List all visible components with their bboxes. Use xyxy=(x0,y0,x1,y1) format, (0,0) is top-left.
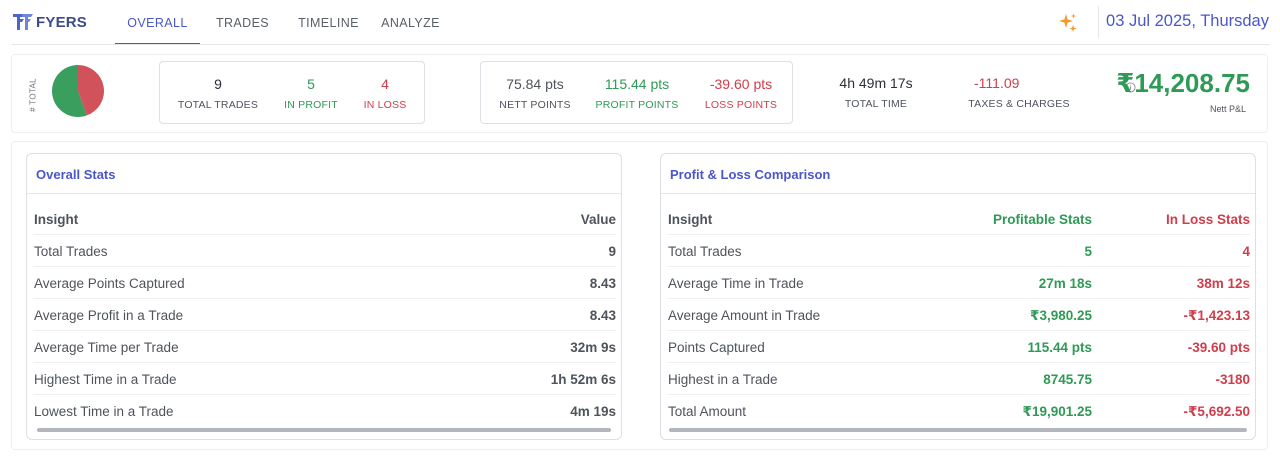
header-divider xyxy=(1098,6,1099,38)
row-loss-value: -₹1,423.13 xyxy=(1183,308,1250,323)
column-value: Value xyxy=(580,212,616,227)
top-bar: FYERS OVERALL TRADES TIMELINE ANALYZE 03… xyxy=(0,0,1280,45)
row-value: 32m 9s xyxy=(570,340,616,355)
table-row: Total Amount ₹19,901.25 -₹5,692.50 xyxy=(667,395,1250,427)
loss-points-value: -39.60 pts xyxy=(709,76,773,92)
table-row: Average Time per Trade 32m 9s xyxy=(33,331,616,363)
row-label: Total Trades xyxy=(34,244,108,259)
main-tabs: OVERALL TRADES TIMELINE ANALYZE xyxy=(115,0,449,45)
table-row: Average Points Captured 8.43 xyxy=(33,267,616,299)
row-value: 9 xyxy=(608,244,616,259)
table-row: Highest Time in a Trade 1h 52m 6s xyxy=(33,363,616,395)
column-insight: Insight xyxy=(34,212,79,227)
tab-overall[interactable]: OVERALL xyxy=(115,0,200,45)
total-time-label: TOTAL TIME xyxy=(844,98,908,110)
row-label: Total Amount xyxy=(668,404,747,419)
summary-strip: # TOTAL 9 TOTAL TRADES 5 IN PROFIT 4 IN … xyxy=(11,54,1268,133)
row-label: Average Amount in Trade xyxy=(668,308,821,323)
nett-points-value: 75.84 pts xyxy=(506,76,564,92)
row-label: Average Time per Trade xyxy=(34,340,179,355)
row-profit-value: 27m 18s xyxy=(1038,276,1092,291)
in-loss-label: IN LOSS xyxy=(363,99,407,111)
table-row: Total Trades 9 xyxy=(33,235,616,267)
total-time-value: 4h 49m 17s xyxy=(839,75,913,91)
row-label: Average Points Captured xyxy=(34,276,185,291)
table-row: Lowest Time in a Trade 4m 19s xyxy=(33,395,616,427)
row-value: 8.43 xyxy=(589,276,616,291)
horizontal-scrollbar[interactable] xyxy=(37,428,611,432)
tab-trades[interactable]: TRADES xyxy=(215,15,270,30)
row-label: Highest in a Trade xyxy=(668,372,778,387)
in-profit-value: 5 xyxy=(307,76,315,92)
taxes-value: -111.09 xyxy=(974,75,1020,91)
pie-slice-loss xyxy=(78,65,104,116)
table-row: Points Captured 115.44 pts -39.60 pts xyxy=(667,331,1250,363)
row-value: 8.43 xyxy=(589,308,616,323)
row-profit-value: 8745.75 xyxy=(1043,372,1092,387)
table-row: Average Amount in Trade ₹3,980.25 -₹1,42… xyxy=(667,299,1250,331)
column-insight: Insight xyxy=(668,212,713,227)
table-row: Average Profit in a Trade 8.43 xyxy=(33,299,616,331)
nett-pl-value: ₹14,208.75 xyxy=(1116,68,1250,98)
column-profitable-stats: Profitable Stats xyxy=(992,212,1092,227)
table-row: Highest in a Trade 8745.75 -3180 xyxy=(667,363,1250,395)
table-header-row: Insight Profitable Stats In Loss Stats xyxy=(667,203,1250,235)
pie-slice-profit xyxy=(52,65,87,117)
table-header-row: Insight Value xyxy=(33,203,616,235)
column-in-loss-stats: In Loss Stats xyxy=(1165,212,1250,227)
pl-comparison-header: Profit & Loss Comparison xyxy=(661,154,1255,194)
loss-points-label: LOSS POINTS xyxy=(704,99,778,111)
horizontal-scrollbar[interactable] xyxy=(669,428,1247,432)
row-loss-value: 38m 12s xyxy=(1196,276,1250,291)
row-value: 1h 52m 6s xyxy=(550,372,616,387)
total-trades-value: 9 xyxy=(214,76,222,92)
points-box: 75.84 pts NETT POINTS 115.44 pts PROFIT … xyxy=(480,61,793,124)
overall-stats-panel: Overall Stats Insight Value Total Trades… xyxy=(26,153,622,440)
pl-comparison-title: Profit & Loss Comparison xyxy=(670,167,831,182)
in-profit-label: IN PROFIT xyxy=(284,99,338,111)
row-profit-value: 5 xyxy=(1084,244,1092,259)
row-profit-value: ₹3,980.25 xyxy=(1030,308,1092,323)
stats-panels: Overall Stats Insight Value Total Trades… xyxy=(11,141,1268,450)
overall-stats-title: Overall Stats xyxy=(36,167,116,182)
nett-points-label: NETT POINTS xyxy=(499,99,571,111)
row-loss-value: -3180 xyxy=(1215,372,1250,387)
profit-points-value: 115.44 pts xyxy=(604,76,670,92)
brand-name: FYERS xyxy=(36,13,88,31)
overall-stats-header: Overall Stats xyxy=(27,154,621,194)
table-row: Total Trades 5 4 xyxy=(667,235,1250,267)
row-label: Total Trades xyxy=(668,244,742,259)
trade-count-box: 9 TOTAL TRADES 5 IN PROFIT 4 IN LOSS xyxy=(159,61,425,124)
info-icon[interactable] xyxy=(1125,82,1136,93)
profit-points-label: PROFIT POINTS xyxy=(595,99,679,111)
total-axis-label: # TOTAL xyxy=(28,78,38,112)
row-loss-value: -39.60 pts xyxy=(1187,340,1250,355)
total-trades-label: TOTAL TRADES xyxy=(177,99,259,111)
brand-logo[interactable]: FYERS xyxy=(12,11,87,33)
tab-timeline[interactable]: TIMELINE xyxy=(298,15,359,30)
row-label: Average Time in Trade xyxy=(668,276,804,291)
row-loss-value: 4 xyxy=(1242,244,1250,259)
row-profit-value: 115.44 pts xyxy=(1027,340,1092,355)
row-label: Lowest Time in a Trade xyxy=(34,404,174,419)
pl-comparison-panel: Profit & Loss Comparison Insight Profita… xyxy=(660,153,1256,440)
row-label: Average Profit in a Trade xyxy=(34,308,184,323)
current-date: 03 Jul 2025, Thursday xyxy=(1106,12,1269,30)
taxes-label: TAXES & CHARGES xyxy=(968,98,1070,110)
row-value: 4m 19s xyxy=(570,404,616,419)
header-rule xyxy=(12,44,1270,45)
row-profit-value: ₹19,901.25 xyxy=(1022,404,1092,419)
row-label: Points Captured xyxy=(668,340,765,355)
row-loss-value: -₹5,692.50 xyxy=(1183,404,1250,419)
trades-pie-chart[interactable] xyxy=(51,64,105,118)
nett-pl-label: Nett P&L xyxy=(1209,104,1246,114)
fyers-logo-icon xyxy=(13,14,33,30)
row-label: Highest Time in a Trade xyxy=(34,372,177,387)
table-row: Average Time in Trade 27m 18s 38m 12s xyxy=(667,267,1250,299)
sparkle-icon[interactable] xyxy=(1055,11,1079,35)
tab-analyze[interactable]: ANALYZE xyxy=(381,15,440,30)
in-loss-value: 4 xyxy=(381,76,389,92)
